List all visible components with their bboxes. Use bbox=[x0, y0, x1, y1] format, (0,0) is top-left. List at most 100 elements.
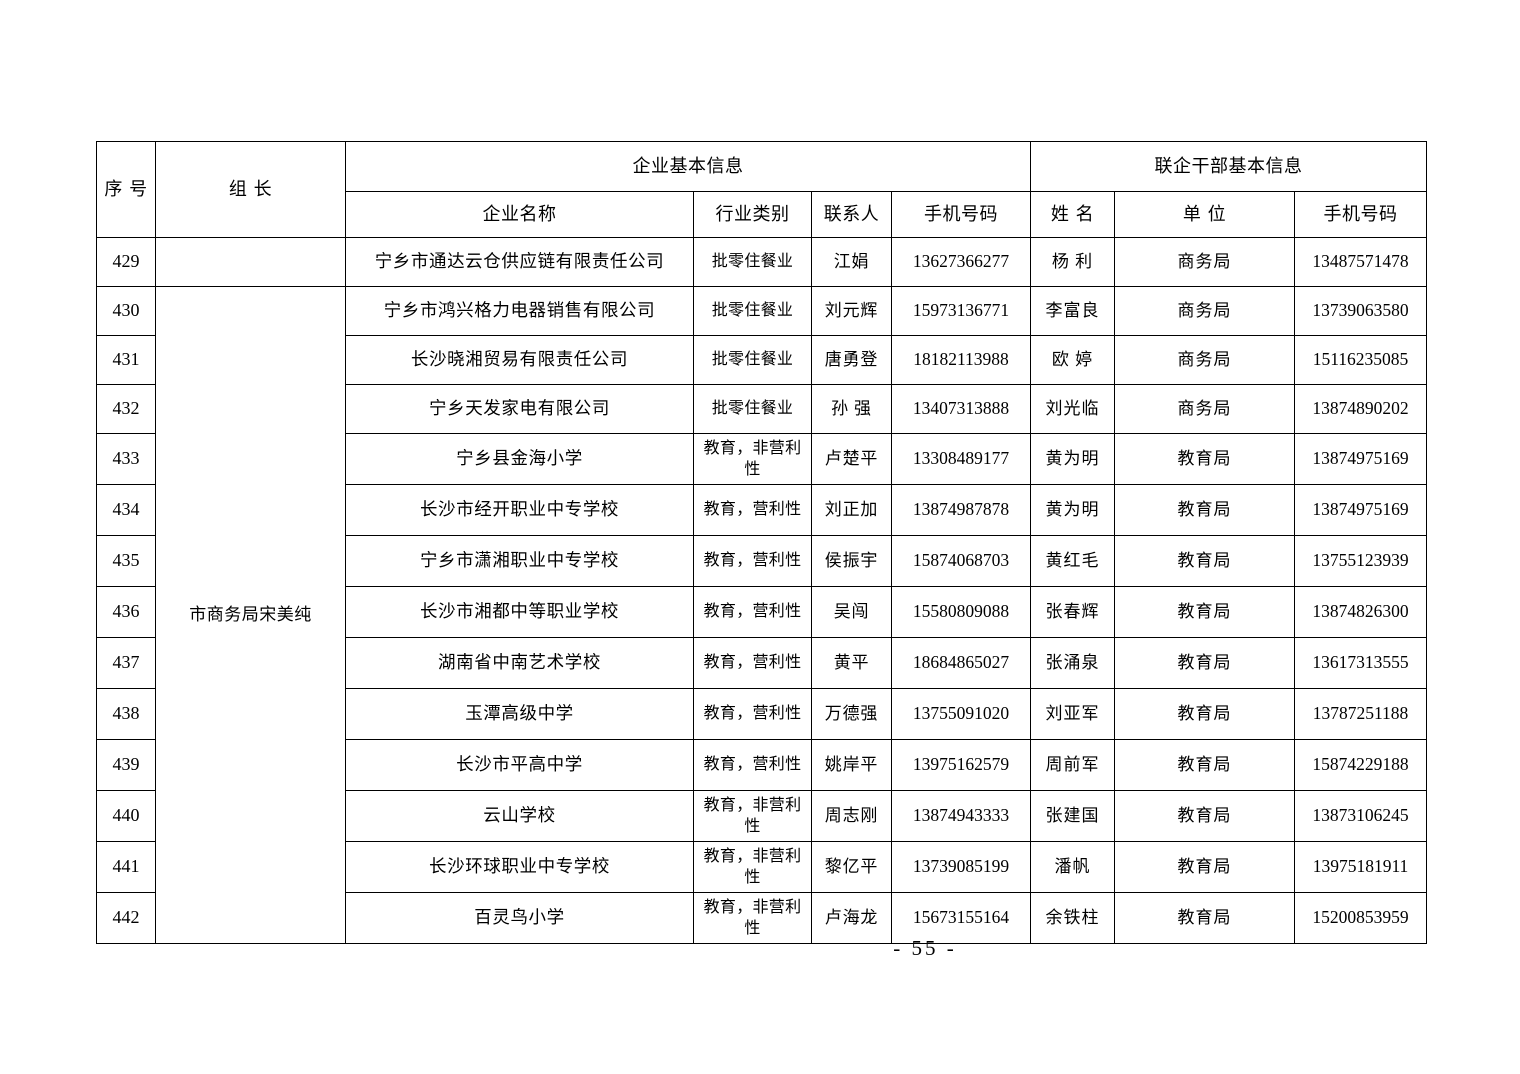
cell-seq: 433 bbox=[96, 433, 156, 485]
cell-industry: 教育，非营利性 bbox=[693, 841, 812, 893]
cell-enterprise-name: 长沙环球职业中专学校 bbox=[345, 841, 694, 893]
cell-industry: 批零住餐业 bbox=[693, 384, 812, 434]
cell-cadre-name: 张春辉 bbox=[1030, 586, 1115, 638]
cell-seq: 439 bbox=[96, 739, 156, 791]
header-cadre-name: 姓 名 bbox=[1030, 191, 1115, 238]
cell-cadre-unit: 教育局 bbox=[1114, 535, 1295, 587]
cell-seq: 440 bbox=[96, 790, 156, 842]
cell-industry: 教育，营利性 bbox=[693, 688, 812, 740]
cell-enterprise-name: 宁乡市鸿兴格力电器销售有限公司 bbox=[345, 286, 694, 336]
cell-enterprise-name: 宁乡县金海小学 bbox=[345, 433, 694, 485]
cell-cadre-unit: 教育局 bbox=[1114, 586, 1295, 638]
cell-seq: 429 bbox=[96, 237, 156, 287]
table-row: 437 湖南省中南艺术学校 教育，营利性 黄平 18684865027 张涌泉 教育局 136… bbox=[96, 637, 1428, 689]
cell-contact-phone: 15973136771 bbox=[891, 286, 1031, 336]
table-row: 442 百灵鸟小学 教育，非营利性 卢海龙 15673155164 余铁柱 教育局 15200… bbox=[96, 892, 1428, 944]
table-row: 439 长沙市平高中学 教育，营利性 姚岸平 13975162579 周前军 教育局 1587… bbox=[96, 739, 1428, 791]
cell-cadre-unit: 教育局 bbox=[1114, 841, 1295, 893]
table-row: 435 宁乡市潇湘职业中专学校 教育，营利性 侯振宇 15874068703 黄红毛 教育局… bbox=[96, 535, 1428, 587]
cell-cadre-name: 张建国 bbox=[1030, 790, 1115, 842]
cell-contact: 唐勇登 bbox=[811, 335, 892, 385]
cell-contact: 孙 强 bbox=[811, 384, 892, 434]
cell-industry: 教育，非营利性 bbox=[693, 433, 812, 485]
cell-cadre-name: 余铁柱 bbox=[1030, 892, 1115, 944]
cell-cadre-phone: 13873106245 bbox=[1293, 790, 1428, 842]
cell-contact: 吴闯 bbox=[811, 586, 892, 638]
cell-enterprise-name: 长沙市湘都中等职业学校 bbox=[345, 586, 694, 638]
cell-cadre-phone: 13739063580 bbox=[1293, 286, 1428, 336]
cell-cadre-name: 黄为明 bbox=[1030, 433, 1115, 485]
cell-enterprise-name: 长沙晓湘贸易有限责任公司 bbox=[345, 335, 694, 385]
cell-contact: 万德强 bbox=[811, 688, 892, 740]
cell-seq: 431 bbox=[96, 335, 156, 385]
cell-cadre-unit: 教育局 bbox=[1114, 688, 1295, 740]
cell-seq: 436 bbox=[96, 586, 156, 638]
cell-contact: 江娟 bbox=[811, 237, 892, 287]
cell-industry: 教育，非营利性 bbox=[693, 892, 812, 944]
table-row: 440 云山学校 教育，非营利性 周志刚 13874943333 张建国 教育局 138731… bbox=[96, 790, 1428, 842]
cell-seq: 435 bbox=[96, 535, 156, 587]
cell-cadre-phone: 13975181911 bbox=[1293, 841, 1428, 893]
cell-cadre-unit: 教育局 bbox=[1114, 739, 1295, 791]
header-contact-phone: 手机号码 bbox=[891, 191, 1031, 238]
table-row: 433 宁乡县金海小学 教育，非营利性 卢楚平 13308489177 黄为明 教育局 138… bbox=[96, 433, 1428, 485]
cell-contact-phone: 15673155164 bbox=[891, 892, 1031, 944]
cell-contact-phone: 13308489177 bbox=[891, 433, 1031, 485]
header-enterprise-name: 企业名称 bbox=[345, 191, 694, 238]
cell-seq: 437 bbox=[96, 637, 156, 689]
cell-industry: 教育，营利性 bbox=[693, 535, 812, 587]
table-row: 431 长沙晓湘贸易有限责任公司 批零住餐业 唐勇登 18182113988 欧 婷商务局… bbox=[96, 335, 1428, 385]
cell-cadre-name: 周前军 bbox=[1030, 739, 1115, 791]
cell-cadre-phone: 13787251188 bbox=[1293, 688, 1428, 740]
cell-cadre-name: 黄红毛 bbox=[1030, 535, 1115, 587]
cell-cadre-phone: 13617313555 bbox=[1293, 637, 1428, 689]
cell-industry: 批零住餐业 bbox=[693, 237, 812, 287]
page-number: - 55 - bbox=[893, 936, 957, 960]
cell-industry: 教育，营利性 bbox=[693, 586, 812, 638]
enterprise-cadre-table-container: 序 号 组 长 企业基本信息 联企干部基本信息 企业名称 行业类别 联系人 手机… bbox=[96, 141, 1428, 944]
cell-cadre-unit: 商务局 bbox=[1114, 384, 1295, 434]
cell-seq: 430 bbox=[96, 286, 156, 336]
cell-contact: 卢海龙 bbox=[811, 892, 892, 944]
cell-enterprise-name: 宁乡市潇湘职业中专学校 bbox=[345, 535, 694, 587]
cell-contact-phone: 13755091020 bbox=[891, 688, 1031, 740]
cell-cadre-phone: 13755123939 bbox=[1293, 535, 1428, 587]
cell-contact-phone: 15580809088 bbox=[891, 586, 1031, 638]
cell-industry: 教育，营利性 bbox=[693, 739, 812, 791]
table-row: 429 宁乡市通达云仓供应链有限责任公司 批零住餐业 江娟 13627366277 杨 利… bbox=[96, 237, 1428, 287]
cell-contact: 刘元辉 bbox=[811, 286, 892, 336]
cell-cadre-phone: 15200853959 bbox=[1293, 892, 1428, 944]
cell-contact-phone: 13407313888 bbox=[891, 384, 1031, 434]
table-row: 432 宁乡天发家电有限公司 批零住餐业孙 强 13407313888 刘光临 商务局 13… bbox=[96, 384, 1428, 434]
header-contact: 联系人 bbox=[811, 191, 892, 238]
cell-cadre-phone: 13874975169 bbox=[1293, 484, 1428, 536]
cell-cadre-phone: 13487571478 bbox=[1293, 237, 1428, 287]
cell-enterprise-name: 宁乡天发家电有限公司 bbox=[345, 384, 694, 434]
table-header: 序 号 组 长 企业基本信息 联企干部基本信息 企业名称 行业类别 联系人 手机… bbox=[96, 141, 1428, 238]
cell-enterprise-name: 长沙市平高中学 bbox=[345, 739, 694, 791]
cell-cadre-unit: 教育局 bbox=[1114, 637, 1295, 689]
table-row: 441 长沙环球职业中专学校 教育，非营利性 黎亿平 13739085199 潘帆 教育局 1… bbox=[96, 841, 1428, 893]
cell-cadre-unit: 教育局 bbox=[1114, 433, 1295, 485]
header-leader: 组 长 bbox=[155, 141, 346, 238]
cell-seq: 442 bbox=[96, 892, 156, 944]
cell-cadre-unit: 商务局 bbox=[1114, 335, 1295, 385]
cell-leader-group: 市商务局宋美纯 bbox=[155, 286, 346, 944]
cell-contact-phone: 13739085199 bbox=[891, 841, 1031, 893]
cell-cadre-unit: 商务局 bbox=[1114, 286, 1295, 336]
cell-industry: 批零住餐业 bbox=[693, 286, 812, 336]
cell-cadre-phone: 15874229188 bbox=[1293, 739, 1428, 791]
cell-enterprise-name: 云山学校 bbox=[345, 790, 694, 842]
cell-enterprise-name: 长沙市经开职业中专学校 bbox=[345, 484, 694, 536]
cell-cadre-unit: 教育局 bbox=[1114, 892, 1295, 944]
cell-enterprise-name: 百灵鸟小学 bbox=[345, 892, 694, 944]
cell-contact-phone: 18684865027 bbox=[891, 637, 1031, 689]
cell-cadre-name: 杨 利 bbox=[1030, 237, 1115, 287]
cell-seq: 438 bbox=[96, 688, 156, 740]
cell-cadre-unit: 教育局 bbox=[1114, 790, 1295, 842]
cell-cadre-unit: 商务局 bbox=[1114, 237, 1295, 287]
cell-contact: 黄平 bbox=[811, 637, 892, 689]
cell-industry: 教育，营利性 bbox=[693, 484, 812, 536]
cell-contact: 刘正加 bbox=[811, 484, 892, 536]
cell-cadre-phone: 13874826300 bbox=[1293, 586, 1428, 638]
